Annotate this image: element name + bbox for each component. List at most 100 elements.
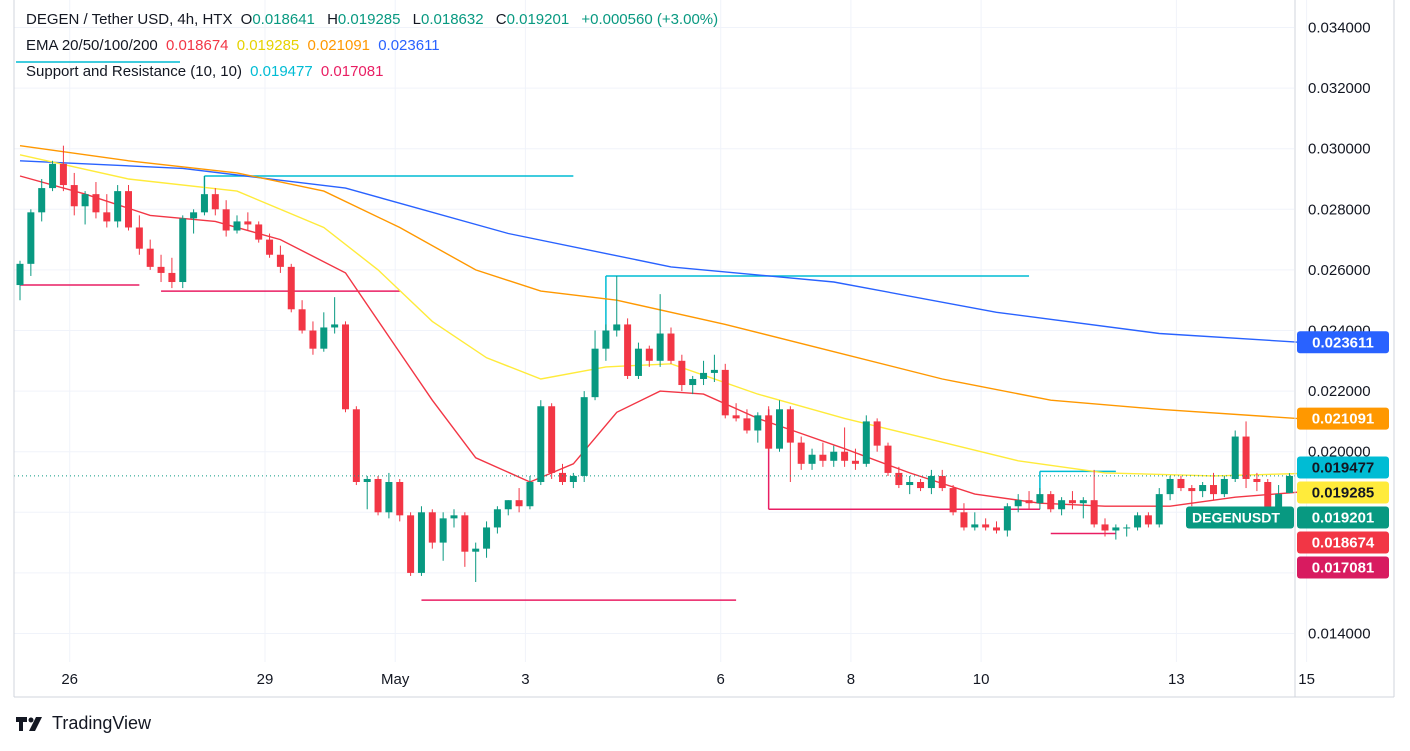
candle-body [114,191,122,222]
price-badge [1297,456,1389,479]
candle-body [732,415,740,419]
candle-body [320,327,328,349]
candle-body [1090,500,1098,525]
price-badge [1297,407,1389,430]
candle-body [146,248,154,267]
candle-body [526,482,534,507]
axes: 0.0140000.0160000.0180000.0200000.022000… [13,0,1395,698]
candle-body [483,527,491,549]
candle-body [1101,524,1109,531]
y-tick-label: 0.034000 [1308,20,1371,37]
candle-body [776,409,783,449]
tradingview-logo[interactable]: TradingView [16,713,151,734]
legend-sr: Support and Resistance (10, 10) 0.019477… [26,63,387,81]
y-tick-label: 0.026000 [1308,262,1371,279]
x-tick-label: 6 [717,671,725,688]
candle-body [786,409,794,443]
candle-body [515,500,523,507]
y-tick-label: 0.028000 [1308,201,1371,218]
candle-body [1036,494,1044,504]
low-label: L [412,11,421,28]
candle-body [200,194,208,213]
ema50-value: 0.019285 [236,37,300,54]
candle-body [1253,478,1261,482]
candle-body [949,488,957,513]
candle-body [884,445,892,473]
legend-ema: EMA 20/50/100/200 0.018674 0.019285 0.02… [26,37,444,55]
candle-body [591,348,599,398]
candle-body [211,194,219,210]
candle-body [862,421,870,464]
candle-body [754,415,762,431]
sr-resistance-value: 0.019477 [250,63,313,80]
price-badge [1297,331,1389,354]
high-label: H [327,11,338,28]
ema100-value: 0.021091 [307,37,371,54]
candle-body [222,209,230,231]
candle-body [407,515,415,573]
tradingview-logo-text: TradingView [52,713,152,733]
x-tick-label: 8 [847,671,855,688]
price-badge [1297,506,1389,529]
candle-body [819,454,827,461]
ema-line-ema200 [19,160,1301,343]
candle-body [700,372,708,379]
ema-lines [19,145,1301,507]
candle-body [16,263,24,286]
candle-body [417,512,425,573]
symbol-title[interactable]: DEGEN / Tether USD, 4h, HTX [26,11,233,28]
candles[interactable] [16,145,1293,582]
candle-body [1275,494,1283,510]
candle-body [710,369,718,373]
candle-body [851,460,859,464]
low-value: 0.018632 [421,11,484,28]
candle-body [125,191,132,228]
price-badges: 0.023611 0.021091 0.019477 0.019285 DEGENUSD… [1186,331,1389,579]
price-badge [1297,531,1389,554]
ema-title[interactable]: EMA 20/50/100/200 [26,37,158,54]
candle-body [1188,488,1196,492]
candle-body [1003,506,1011,531]
candle-body [1155,494,1163,525]
price-badge [1297,556,1389,579]
candle-body [70,185,78,207]
candle-body [797,442,805,464]
symbol-badge-label: DEGENUSDT [1192,510,1280,526]
y-tick-label: 0.032000 [1308,80,1371,97]
candle-body [472,548,480,552]
price-badge-text: 0.021091 [1312,411,1375,428]
candle-body [1199,485,1207,492]
sr-title[interactable]: Support and Resistance (10, 10) [26,63,242,80]
change-value: +0.000560 (+3.00%) [581,11,719,28]
candle-body [689,378,697,386]
candle-body [363,478,371,482]
candle-body [1264,482,1272,510]
candle-body [396,482,404,516]
candle-body [960,512,968,528]
candle-body [927,475,935,489]
candle-body [385,482,393,513]
price-badge-text: 0.018674 [1312,535,1375,552]
x-tick-label: 26 [61,671,78,688]
candle-body [1231,436,1239,479]
candle-body [331,324,339,328]
candle-body [168,272,176,283]
candle-body [895,472,903,486]
price-badge-text: 0.019285 [1312,485,1375,502]
candle-body [1220,478,1228,495]
y-tick-label: 0.020000 [1308,444,1371,461]
candle-body [38,188,46,213]
price-badge [1297,481,1389,504]
candle-body [298,309,306,331]
candle-body [1242,436,1250,479]
candle-body [569,475,577,482]
x-tick-label: 29 [257,671,274,688]
candle-body [255,224,263,240]
candle-body [287,266,295,310]
support-resistance-lines [20,175,1116,601]
candle-body [276,254,284,267]
x-tick-label: 13 [1168,671,1185,688]
candle-body [1210,485,1217,495]
candle-body [461,515,469,552]
